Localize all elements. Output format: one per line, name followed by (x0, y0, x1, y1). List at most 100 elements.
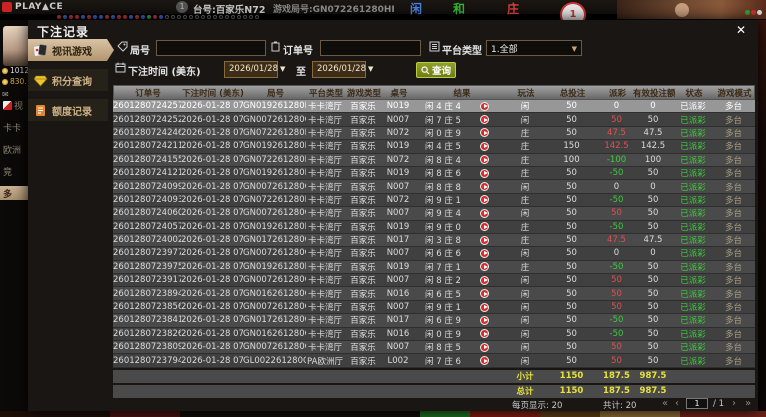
table-row[interactable]: 260128072409965 2026-01-28 07:27:06 GN00… (113, 180, 755, 194)
cell-game-mode: 多台 (724, 182, 742, 193)
replay-icon[interactable] (480, 155, 489, 165)
lobby-menu-item[interactable]: 多 (0, 186, 28, 200)
replay-icon[interactable] (480, 289, 489, 299)
table-row[interactable]: 260128072405729 2026-01-28 07:26:43 GN01… (113, 220, 755, 234)
table-row[interactable]: 260128072380906 2026-01-28 07:24:22 GN00… (113, 341, 755, 355)
table-row[interactable]: 260128072391718 2026-01-28 07:25:23 GN00… (113, 274, 755, 288)
cell-game-type: 百家乐 (350, 155, 376, 166)
table-row[interactable]: 260128072409307 2026-01-28 07:27:02 GN07… (113, 193, 755, 208)
replay-icon[interactable] (480, 182, 489, 192)
table-row[interactable]: 260128072382637 2026-01-28 07:24:30 GN01… (113, 327, 755, 342)
replay-icon[interactable] (480, 235, 489, 245)
table-row[interactable]: 260128072397508 2026-01-28 07:25:56 GN01… (113, 260, 755, 275)
cell-game-mode: 多台 (724, 329, 742, 340)
table-row[interactable]: 260128072384186 2026-01-28 07:24:38 GN01… (113, 314, 755, 328)
mail-icon[interactable]: ✉ (2, 90, 9, 99)
first-page-icon[interactable]: « (662, 398, 669, 409)
pagination-bar: 每页显示: 20 共计: 20 « ‹ / 1 › » (28, 398, 758, 411)
cell-table-no: N019 (386, 101, 410, 112)
table-row[interactable]: 260128072389458 2026-01-28 07:25:06 GN01… (113, 287, 755, 301)
sidebar-item-label: 视讯游戏 (52, 46, 92, 58)
table-row[interactable]: 260128072412188 2026-01-28 07:27:19 GN01… (113, 166, 755, 181)
table-row[interactable]: 260128072400280 2026-01-28 07:26:08 GN01… (113, 233, 755, 248)
cell-bet-time: 2026-01-28 07:24:22 (181, 342, 243, 353)
table-row[interactable]: 260128072425298 2026-01-28 07:28:32 GN00… (113, 113, 755, 127)
table-row[interactable]: 260128072421168 2026-01-28 07:28:09 GN01… (113, 140, 755, 154)
cell-status: 已派彩 (680, 249, 706, 260)
replay-icon[interactable] (480, 262, 489, 272)
date-to-select[interactable]: 2026/01/28 ▼ (312, 61, 373, 78)
table-row[interactable]: 260128072397764 2026-01-28 07:25:57 GN00… (113, 247, 755, 261)
platform-select[interactable]: 1.全部 ▼ (486, 40, 582, 56)
user-avatar[interactable] (3, 26, 28, 66)
prev-page-icon[interactable]: ‹ (675, 398, 679, 409)
table-row[interactable]: 260128072425795 2026-01-28 07:28:34 GN01… (113, 100, 755, 114)
replay-icon[interactable] (480, 342, 489, 352)
chevron-down-icon: ▼ (571, 45, 577, 53)
last-page-icon[interactable]: » (745, 398, 752, 409)
cell-table-no: N016 (386, 288, 410, 299)
table-row[interactable]: 260128072415583 2026-01-28 07:27:38 GN07… (113, 153, 755, 167)
table-row[interactable]: 260128072379499 2026-01-28 07:24:15 GL00… (113, 354, 755, 368)
table-row[interactable]: 260128072385611 2026-01-28 07:24:47 GN00… (113, 300, 755, 315)
cell-payout: 0 (613, 101, 620, 112)
cell-bet-time: 2026-01-28 07:28:32 (181, 114, 243, 125)
cell-total-bet: 50 (566, 101, 577, 112)
lobby-menu-item[interactable]: 视 (0, 98, 28, 112)
cell-valid-bet: 50 (647, 302, 659, 313)
bead-dot (69, 15, 73, 19)
replay-icon[interactable] (480, 315, 489, 325)
replay-icon[interactable] (480, 356, 489, 366)
table-row[interactable]: 260128072424600 2026-01-28 07:28:29 GN07… (113, 126, 755, 141)
lobby-menu-item[interactable]: 竞 (3, 168, 13, 178)
cell-round-no: GN007261280G3 (243, 275, 306, 286)
balance-secondary: 830. (2, 77, 27, 86)
replay-icon[interactable] (480, 128, 489, 138)
round-no-input[interactable] (156, 40, 266, 56)
cell-status: 已派彩 (680, 329, 706, 340)
header-game-type: 游戏类型 (346, 88, 381, 99)
cell-total-bet: 50 (566, 235, 577, 246)
replay-icon[interactable] (480, 168, 489, 178)
close-icon[interactable]: ✕ (735, 23, 746, 37)
cell-total-bet: 50 (566, 194, 577, 205)
cell-platform: 卡卡湾厅 (307, 303, 342, 314)
cell-round-no: GN019261280HX (243, 221, 306, 232)
replay-icon[interactable] (480, 222, 489, 232)
cell-order-no: 260128072409307 (113, 194, 181, 205)
replay-icon[interactable] (480, 275, 489, 285)
table-row[interactable]: 260128072406048 2026-01-28 07:26:44 GN00… (113, 207, 755, 221)
cell-result: 闲 7 庄 6 (414, 355, 508, 367)
table-header-row: 订单号 下注时间 (美东) 局号 平台类型 游戏类型 桌号 结果 玩法 总投注 … (113, 85, 755, 100)
bead-dot-empty (183, 15, 187, 19)
replay-icon[interactable] (480, 329, 489, 339)
calendar-icon (115, 62, 126, 73)
lobby-menu-item[interactable]: 欧洲 (3, 146, 22, 156)
cell-platform: 卡卡湾厅 (307, 289, 342, 300)
cell-game-type: 百家乐 (350, 115, 376, 126)
replay-icon[interactable] (480, 195, 489, 205)
next-page-icon[interactable]: › (732, 398, 736, 409)
page-input[interactable] (686, 398, 708, 409)
lobby-menu-item[interactable]: 卡卡 (3, 124, 22, 134)
sidebar-item-points-query[interactable]: 积分查询 (28, 69, 108, 91)
sidebar-item-video-games[interactable]: 视讯游戏 (28, 39, 114, 61)
search-button[interactable]: 查询 (416, 62, 457, 78)
order-no-input[interactable] (320, 40, 421, 56)
replay-icon[interactable] (480, 302, 489, 312)
replay-icon[interactable] (480, 115, 489, 125)
game-table-edge (0, 411, 766, 417)
replay-icon[interactable] (480, 101, 489, 111)
cell-status: 已派彩 (680, 303, 706, 314)
replay-icon[interactable] (480, 208, 489, 218)
cell-order-no: 260128072405729 (113, 221, 181, 232)
replay-icon[interactable] (480, 141, 489, 151)
order-clipboard-icon (271, 41, 280, 52)
replay-icon[interactable] (480, 248, 489, 258)
sidebar-item-quota-records[interactable]: 额度记录 (28, 99, 108, 121)
cell-round-no: GN019261280I0 (243, 101, 306, 112)
cell-game-type: 百家乐 (350, 128, 376, 139)
date-from-select[interactable]: 2026/01/28 ▼ (224, 61, 285, 78)
table-number-label: 台号:百家乐N72 (193, 5, 266, 16)
platform-list-icon (429, 41, 440, 52)
